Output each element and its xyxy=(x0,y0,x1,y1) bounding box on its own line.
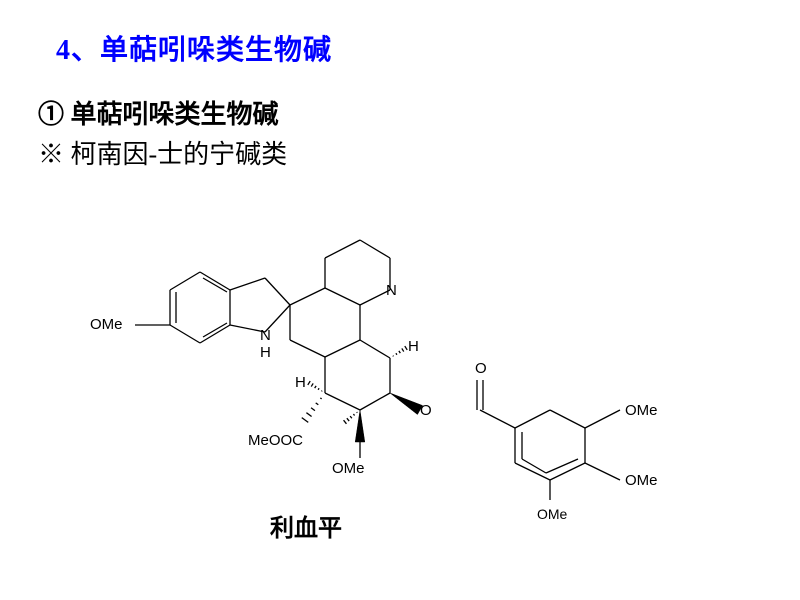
chemical-structure-diagram: OMe N H N H H MeOOC OMe O O OMe OMe OMe xyxy=(90,210,710,500)
label-n2: N xyxy=(386,282,397,299)
subheading-2: ※ 柯南因-士的宁碱类 xyxy=(38,134,287,171)
label-n1: N xyxy=(260,327,271,344)
structure-caption: 利血平 xyxy=(270,508,342,543)
subheading-1: ① 单萜吲哚类生物碱 xyxy=(38,94,279,131)
label-ome-r1: OMe xyxy=(625,402,658,419)
label-meooc: MeOOC xyxy=(248,432,303,449)
structure-svg xyxy=(90,210,710,500)
label-o-dbl: O xyxy=(475,360,487,377)
label-ome-r3: OMe xyxy=(537,506,567,522)
label-h-top: H xyxy=(408,338,419,355)
label-h-mid: H xyxy=(295,374,306,391)
label-ome-left: OMe xyxy=(90,316,123,333)
label-h-n: H xyxy=(260,344,271,361)
slide: 4、单萜吲哚类生物碱 ① 单萜吲哚类生物碱 ※ 柯南因-士的宁碱类 OMe N … xyxy=(0,0,800,600)
label-ome-r2: OMe xyxy=(625,472,658,489)
label-ome-bot: OMe xyxy=(332,460,365,477)
label-o-bridge1: O xyxy=(420,402,432,419)
section-heading: 4、单萜吲哚类生物碱 xyxy=(56,28,332,68)
